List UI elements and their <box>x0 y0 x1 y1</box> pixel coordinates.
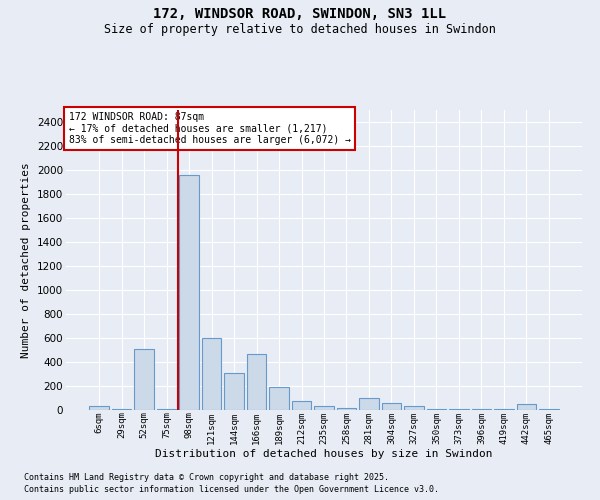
Bar <box>404 406 424 410</box>
Text: Contains public sector information licensed under the Open Government Licence v3: Contains public sector information licen… <box>24 485 439 494</box>
Bar <box>134 349 154 410</box>
Bar <box>157 409 176 410</box>
Bar <box>427 409 446 410</box>
Bar <box>202 338 221 410</box>
Bar <box>517 404 536 410</box>
Text: 172 WINDSOR ROAD: 87sqm
← 17% of detached houses are smaller (1,217)
83% of semi: 172 WINDSOR ROAD: 87sqm ← 17% of detache… <box>68 112 350 144</box>
Bar <box>314 406 334 410</box>
Bar <box>269 386 289 410</box>
Text: Size of property relative to detached houses in Swindon: Size of property relative to detached ho… <box>104 22 496 36</box>
Bar <box>337 408 356 410</box>
Bar <box>292 401 311 410</box>
Y-axis label: Number of detached properties: Number of detached properties <box>22 162 31 358</box>
Text: 172, WINDSOR ROAD, SWINDON, SN3 1LL: 172, WINDSOR ROAD, SWINDON, SN3 1LL <box>154 8 446 22</box>
Bar <box>382 404 401 410</box>
Bar <box>224 373 244 410</box>
Bar <box>247 354 266 410</box>
Text: Contains HM Land Registry data © Crown copyright and database right 2025.: Contains HM Land Registry data © Crown c… <box>24 472 389 482</box>
Bar <box>359 398 379 410</box>
Bar <box>112 409 131 410</box>
Bar <box>89 406 109 410</box>
X-axis label: Distribution of detached houses by size in Swindon: Distribution of detached houses by size … <box>155 449 493 459</box>
Bar <box>179 175 199 410</box>
